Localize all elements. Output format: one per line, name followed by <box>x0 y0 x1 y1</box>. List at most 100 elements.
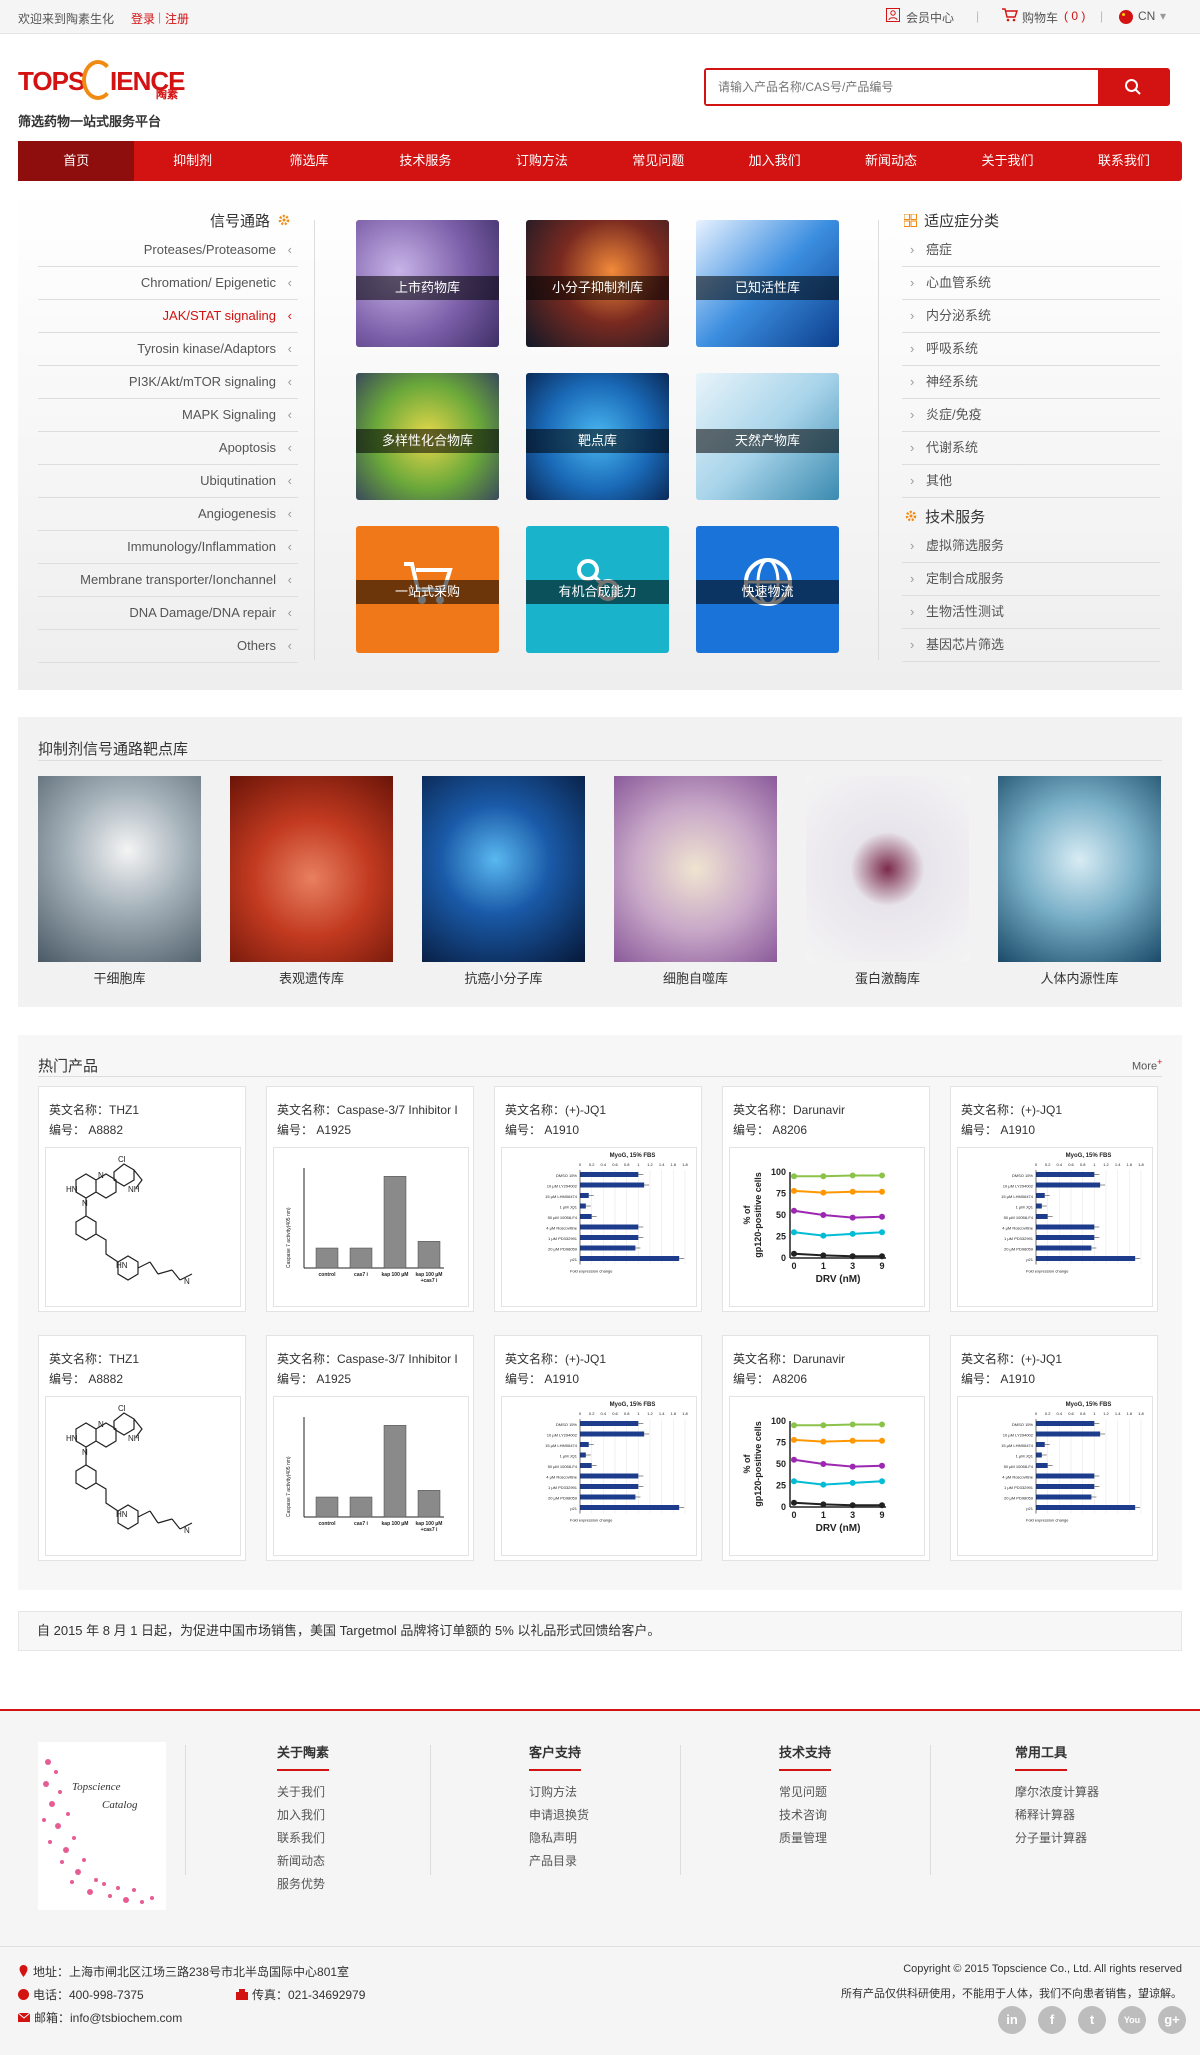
pathway-image-kinase[interactable] <box>806 776 969 962</box>
product-image[interactable]: N N Cl NH HN HN N <box>45 1147 241 1307</box>
tile-diversity[interactable]: 多样性化合物库 <box>356 373 499 500</box>
signaling-item[interactable]: DNA Damage/DNA repair ‹ <box>38 597 298 630</box>
product-card[interactable]: 英文名称：(+)-JQ1 编号： A1910 MyoG, 15% FBS 0 0.2 0.… <box>950 1335 1158 1561</box>
footer-link[interactable]: 常见问题 <box>779 1785 828 1799</box>
signaling-item[interactable]: MAPK Signaling ‹ <box>38 399 298 432</box>
pathway-label[interactable]: 表观遗传库 <box>278 971 344 986</box>
search-input[interactable] <box>706 70 1100 104</box>
facebook-icon[interactable]: f <box>1038 2006 1066 2034</box>
footer-link[interactable]: 加入我们 <box>277 1808 326 1822</box>
nav-join-us[interactable]: 加入我们 <box>748 153 801 168</box>
pathway-label[interactable]: 抗癌小分子库 <box>464 971 543 986</box>
pathway-image-epigenetic[interactable] <box>230 776 393 962</box>
signaling-item[interactable]: PI3K/Akt/mTOR signaling ‹ <box>38 366 298 399</box>
product-card[interactable]: 英文名称：(+)-JQ1 编号： A1910 MyoG, 15% FBS 0 0.2 0.… <box>494 1335 702 1561</box>
product-image[interactable]: 100 75 50 25 0 0 1 3 9 DRV (nM) % ofgp120-positive… <box>729 1396 925 1556</box>
tile-marketed-drugs[interactable]: 上市药物库 <box>356 220 499 347</box>
pathway-image-stem-cell[interactable] <box>38 776 201 962</box>
product-card[interactable]: 英文名称：(+)-JQ1 编号： A1910 MyoG, 15% FBS 0 0.2 0.… <box>494 1086 702 1312</box>
product-image[interactable]: Caspase 7 activity(405 nm) control cas7 i k… <box>273 1396 469 1556</box>
youtube-icon[interactable]: You <box>1118 2006 1146 2034</box>
signaling-item[interactable]: Proteases/Proteasome ‹ <box>38 234 298 267</box>
indication-item[interactable]: › 神经系统 <box>902 366 1160 399</box>
google-plus-icon[interactable]: g+ <box>1158 2006 1186 2034</box>
footer-link[interactable]: 关于我们 <box>277 1785 326 1799</box>
footer-link[interactable]: 申请退换货 <box>529 1808 590 1822</box>
signaling-item[interactable]: Apoptosis ‹ <box>38 432 298 465</box>
signaling-item[interactable]: Others ‹ <box>38 630 298 663</box>
product-card[interactable]: 英文名称：(+)-JQ1 编号： A1910 MyoG, 15% FBS 0 0.2 0.… <box>950 1086 1158 1312</box>
product-card[interactable]: 英文名称：Caspase-3/7 Inhibitor I 编号： A1925 Cas… <box>266 1086 474 1312</box>
indication-item[interactable]: › 癌症 <box>902 234 1160 267</box>
nav-home[interactable]: 首页 <box>18 141 135 181</box>
lang-select[interactable]: CN <box>1138 9 1156 23</box>
indication-item[interactable]: › 代谢系统 <box>902 432 1160 465</box>
signaling-item[interactable]: Angiogenesis ‹ <box>38 498 298 531</box>
tile-one-stop[interactable]: 一站式采购 <box>356 526 499 653</box>
login-link[interactable]: 登录 <box>131 12 156 26</box>
product-image[interactable]: MyoG, 15% FBS 0 0.2 0.4 0.6 0.8 1 1.2 1.4 1.6 1.8 D… <box>501 1396 697 1556</box>
cart-link[interactable]: 购物车 <box>1022 11 1059 25</box>
footer-link[interactable]: 新闻动态 <box>277 1854 326 1868</box>
indication-item[interactable]: › 心血管系统 <box>902 267 1160 300</box>
nav-screening-library[interactable]: 筛选库 <box>289 153 329 168</box>
tech-service-item[interactable]: › 虚拟筛选服务 <box>902 530 1160 563</box>
pathway-label[interactable]: 细胞自噬库 <box>662 971 728 986</box>
indication-item[interactable]: › 呼吸系统 <box>902 333 1160 366</box>
product-card[interactable]: 英文名称：Caspase-3/7 Inhibitor I 编号： A1925 Cas… <box>266 1335 474 1561</box>
indication-item[interactable]: › 其他 <box>902 465 1160 498</box>
signaling-item[interactable]: Tyrosin kinase/Adaptors ‹ <box>38 333 298 366</box>
footer-link[interactable]: 服务优势 <box>277 1877 326 1891</box>
pathway-image-autophagy[interactable] <box>614 776 777 962</box>
twitter-icon[interactable]: t <box>1078 2006 1106 2034</box>
footer-link[interactable]: 技术咨询 <box>779 1808 828 1822</box>
pathway-label[interactable]: 蛋白激酶库 <box>854 971 920 986</box>
nav-order-method[interactable]: 订购方法 <box>515 153 568 168</box>
signaling-item-active[interactable]: JAK/STAT signaling ‹ <box>38 300 298 333</box>
pathway-image-anticancer[interactable] <box>422 776 585 962</box>
nav-tech-service[interactable]: 技术服务 <box>399 153 452 168</box>
product-image[interactable]: MyoG, 15% FBS 0 0.2 0.4 0.6 0.8 1 1.2 1.4 1.6 1.8 D… <box>957 1396 1153 1556</box>
product-card[interactable]: 英文名称：THZ1 编号： A8882 N N Cl NH HN HN N <box>38 1086 246 1312</box>
footer-link[interactable]: 隐私声明 <box>529 1831 578 1845</box>
nav-inhibitors[interactable]: 抑制剂 <box>173 153 213 168</box>
footer-link[interactable]: 联系我们 <box>277 1831 326 1845</box>
product-card[interactable]: 英文名称：THZ1 编号： A8882 N N Cl NH HN HN N <box>38 1335 246 1561</box>
nav-contact[interactable]: 联系我们 <box>1097 153 1150 168</box>
catalog-image[interactable]: Topscience Catalog <box>38 1742 166 1910</box>
product-card[interactable]: 英文名称：Darunavir 编号： A8206 100 75 50 25 0 0 1 3 9 DRV… <box>722 1335 930 1561</box>
signaling-item[interactable]: Immunology/Inflammation ‹ <box>38 531 298 564</box>
signaling-item[interactable]: Ubiqutination ‹ <box>38 465 298 498</box>
member-center-link[interactable]: 会员中心 <box>906 11 955 25</box>
product-image[interactable]: MyoG, 15% FBS 0 0.2 0.4 0.6 0.8 1 1.2 1.4 1.6 1.8 D… <box>501 1147 697 1307</box>
tile-natural-product[interactable]: 天然产物库 <box>696 373 839 500</box>
tech-service-item[interactable]: › 基因芯片筛选 <box>902 629 1160 662</box>
pathway-image-endogenous[interactable] <box>998 776 1161 962</box>
product-image[interactable]: Caspase 7 activity(405 nm) control cas7 i k… <box>273 1147 469 1307</box>
nav-faq[interactable]: 常见问题 <box>632 153 685 168</box>
nav-news[interactable]: 新闻动态 <box>865 153 918 168</box>
footer-link[interactable]: 摩尔浓度计算器 <box>1015 1785 1100 1799</box>
product-image[interactable]: MyoG, 15% FBS 0 0.2 0.4 0.6 0.8 1 1.2 1.4 1.6 1.8 D… <box>957 1147 1153 1307</box>
search-button[interactable] <box>1098 70 1168 104</box>
product-image[interactable]: 100 75 50 25 0 0 1 3 9 DRV (nM) % ofgp120-positive… <box>729 1147 925 1307</box>
footer-link[interactable]: 产品目录 <box>529 1854 578 1868</box>
signaling-item[interactable]: Membrane transporter/Ionchannel ‹ <box>38 564 298 597</box>
tile-small-molecule[interactable]: 小分子抑制剂库 <box>526 220 669 347</box>
register-link[interactable]: 注册 <box>165 12 190 26</box>
footer-link[interactable]: 质量管理 <box>779 1831 828 1845</box>
footer-link[interactable]: 订购方法 <box>529 1785 578 1799</box>
product-image[interactable]: N N Cl NH HN HN N <box>45 1396 241 1556</box>
footer-link[interactable]: 分子量计算器 <box>1015 1831 1088 1845</box>
tile-logistics[interactable]: 快速物流 <box>696 526 839 653</box>
footer-link[interactable]: 稀释计算器 <box>1015 1808 1076 1822</box>
tile-known-activity[interactable]: 已知活性库 <box>696 220 839 347</box>
tile-target[interactable]: 靶点库 <box>526 373 669 500</box>
tech-service-item[interactable]: › 定制合成服务 <box>902 563 1160 596</box>
indication-item[interactable]: › 炎症/免疫 <box>902 399 1160 432</box>
nav-about[interactable]: 关于我们 <box>981 153 1034 168</box>
logo[interactable]: TOPS IENCE 陶素 <box>18 60 188 110</box>
tile-synthesis[interactable]: 有机合成能力 <box>526 526 669 653</box>
product-card[interactable]: 英文名称：Darunavir 编号： A8206 100 75 50 25 0 0 1 3 9 DRV… <box>722 1086 930 1312</box>
signaling-item[interactable]: Chromation/ Epigenetic ‹ <box>38 267 298 300</box>
